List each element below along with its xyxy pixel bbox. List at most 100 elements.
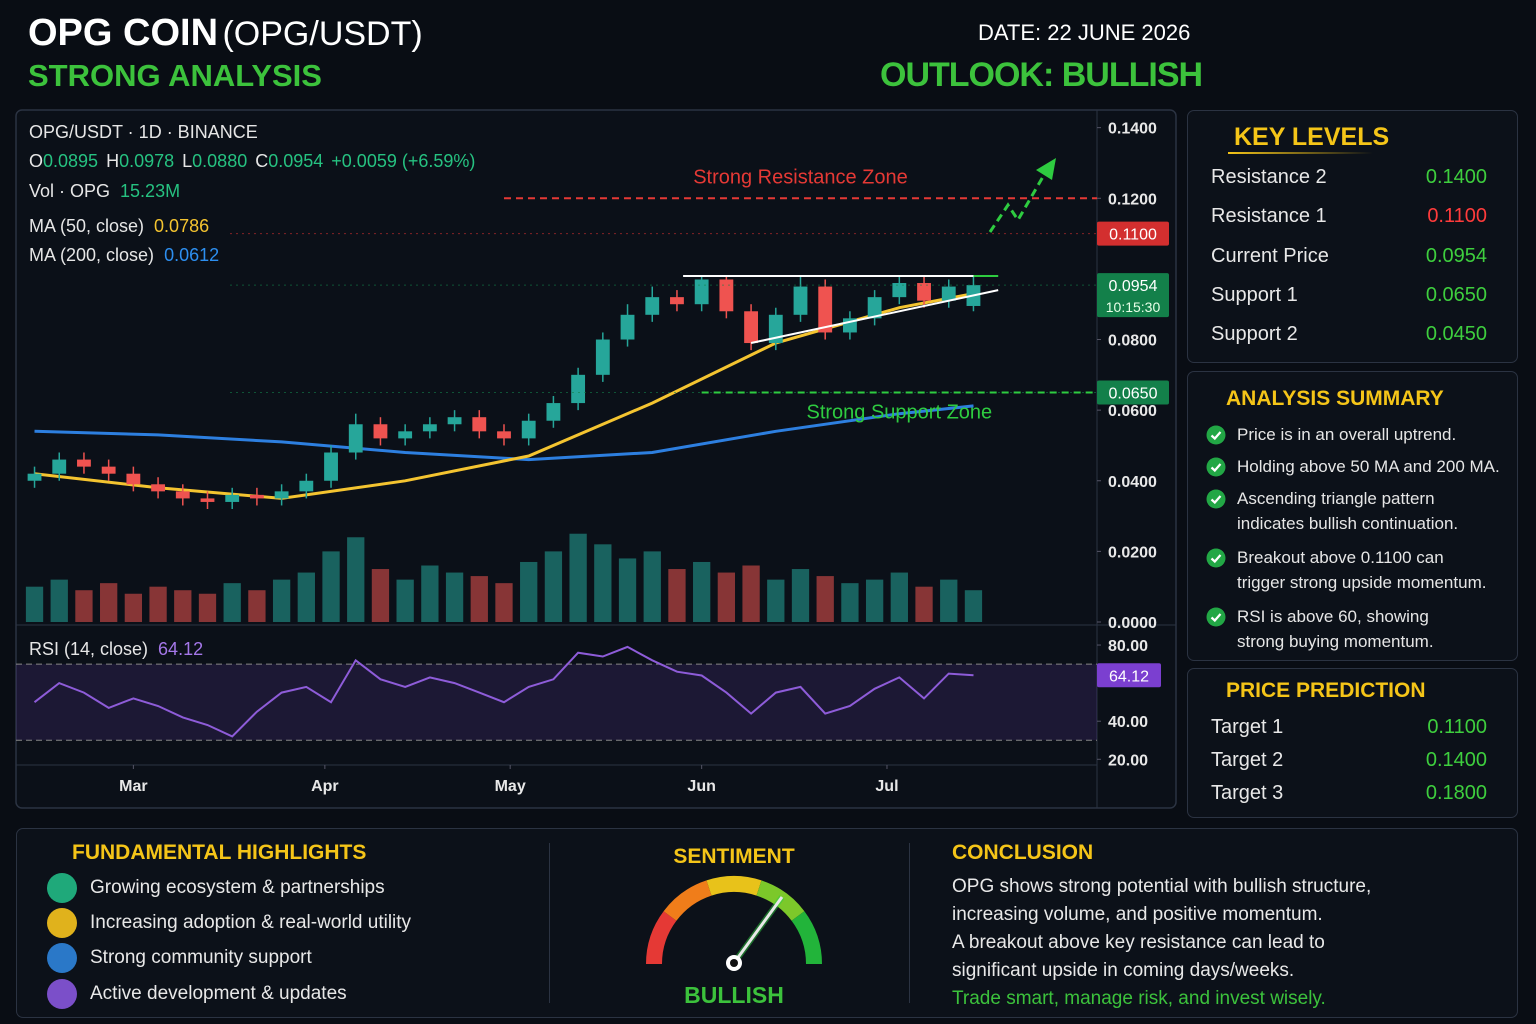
rsi-tick-label: 80.00 [1108, 638, 1148, 655]
level-value: 0.0450 [1425, 323, 1487, 345]
level-row: Resistance 1 0.1100 [1211, 205, 1487, 228]
x-tick-label: Mar [119, 778, 147, 795]
price-badge [1097, 221, 1169, 246]
price-badge-label: 0.0650 [1109, 385, 1158, 402]
summary-item: Price is in an overall uptrend. [1237, 422, 1456, 447]
summary-item: Holding above 50 MA and 200 MA. [1237, 454, 1500, 479]
summary-item: Ascending triangle pattern indicates bull… [1237, 486, 1458, 536]
analysis-summary-panel: ANALYSIS SUMMARY Price is in an overall … [1187, 371, 1518, 661]
candle-body [818, 286, 833, 333]
candle-body [521, 420, 536, 439]
ma200-name: MA (200, close) [29, 245, 154, 265]
volume-bar [964, 590, 983, 622]
volume-bar [594, 544, 612, 622]
conclusion-line: A breakout above key resistance can lead… [952, 932, 1325, 953]
candle-body [941, 286, 956, 301]
volume-label: Vol · OPG [29, 181, 110, 201]
candle-body [422, 424, 437, 432]
volume-bar [668, 569, 686, 622]
candle-body [348, 424, 363, 453]
h-value: 0.0978 [119, 151, 174, 171]
target-value: 0.1800 [1425, 782, 1487, 804]
volume-bar [149, 586, 167, 622]
volume-bar [174, 590, 192, 622]
check-icon [1206, 489, 1226, 509]
volume-bar [940, 579, 958, 622]
volume-bar [396, 579, 414, 622]
volume-bar [322, 551, 340, 622]
level-label: Resistance 1 [1211, 205, 1327, 227]
target-label: Target 1 [1211, 716, 1284, 738]
candle-body [225, 494, 240, 502]
x-tick-label: Jun [687, 778, 715, 795]
pair: (OPG/USDT) [222, 15, 423, 53]
volume-bar [618, 558, 637, 622]
x-tick-label: Apr [311, 778, 339, 795]
icon [47, 943, 77, 973]
volume-bar [742, 565, 760, 622]
volume-legend: Vol · OPG 15.23M [29, 181, 180, 201]
candle-body [101, 466, 116, 474]
target-label: Target 2 [1211, 749, 1284, 771]
c-label: C [255, 151, 268, 171]
volume-bar [915, 586, 933, 622]
conclusion-title: CONCLUSION [952, 841, 1094, 864]
check-icon [1206, 548, 1226, 568]
level-value: 0.0954 [1425, 245, 1487, 267]
fundamental-item: Growing ecosystem & partnerships [90, 877, 385, 898]
volume-bar [865, 579, 884, 622]
volume-bar [272, 579, 291, 622]
divider [549, 843, 550, 1003]
fundamentals-title: FUNDAMENTAL HIGHLIGHTS [72, 841, 367, 864]
h-label: H [106, 151, 119, 171]
price-badge-label: 0.0954 [1109, 278, 1158, 295]
volume-bar [75, 590, 93, 622]
candle-body [27, 473, 42, 481]
candle-body [793, 286, 808, 315]
check-icon [1206, 607, 1226, 627]
ohlc: O0.0895 H0.0978 L0.0880 C0.0954 +0.0059 (+6.… [29, 151, 475, 171]
candle-body [867, 297, 882, 319]
rsi-name: RSI (14, close) [29, 639, 148, 659]
gauge [646, 876, 822, 971]
level-row: Resistance 2 0.1400 [1211, 166, 1487, 189]
icon [47, 908, 77, 938]
summary-line: Holding above 50 MA and 200 MA. [1237, 457, 1500, 476]
conclusion-line: increasing volume, and positive momentum… [952, 904, 1323, 925]
subtitle: STRONG ANALYSIS [28, 58, 322, 93]
prediction-title: PRICE PREDICTION [1226, 679, 1426, 702]
sentiment-title: SENTIMENT [673, 845, 795, 868]
y-tick-label: 0.1200 [1108, 191, 1157, 208]
outlook: OUTLOOK: BULLISH [880, 56, 1203, 94]
candle-body [447, 417, 462, 425]
o-value: 0.0895 [43, 151, 98, 171]
zone-label: Strong Resistance Zone [693, 166, 908, 188]
key-levels-panel: KEY LEVELS Resistance 2 0.1400 Resistance… [1187, 110, 1518, 363]
chart: OPG/USDT · 1D · BINANCE O0.0895 H0.0978 L0… [15, 109, 1177, 809]
summary-line: Breakout above 0.1100 can [1237, 548, 1444, 567]
target-value: 0.1400 [1425, 749, 1487, 771]
volume-bar [223, 583, 241, 622]
candle-body [274, 491, 289, 499]
volume-bar [347, 537, 365, 622]
ma200-value: 0.0612 [164, 245, 219, 265]
fundamental-item: Strong community support [90, 947, 312, 968]
price-prediction-panel: PRICE PREDICTION Target 1 0.1100 Target 2… [1187, 668, 1518, 818]
volume-bar [371, 569, 390, 622]
pattern-line [750, 289, 999, 344]
volume-bar [297, 572, 315, 622]
candle-body [175, 491, 190, 499]
rsi-badge-label: 64.12 [1109, 668, 1149, 685]
target-label: Target 3 [1211, 782, 1284, 804]
volume-bar [643, 551, 661, 622]
icon [47, 979, 77, 1009]
ma50-name: MA (50, close) [29, 216, 144, 236]
candle-body [571, 374, 586, 404]
volume-bar [767, 579, 785, 622]
candle-body [620, 314, 635, 340]
rsi-line [33, 645, 974, 738]
conclusion-line: significant upside in coming days/weeks. [952, 960, 1295, 981]
x-tick-label: Jul [875, 778, 898, 795]
level-label: Resistance 2 [1211, 166, 1327, 188]
target-row: Target 3 0.1800 [1211, 782, 1487, 805]
